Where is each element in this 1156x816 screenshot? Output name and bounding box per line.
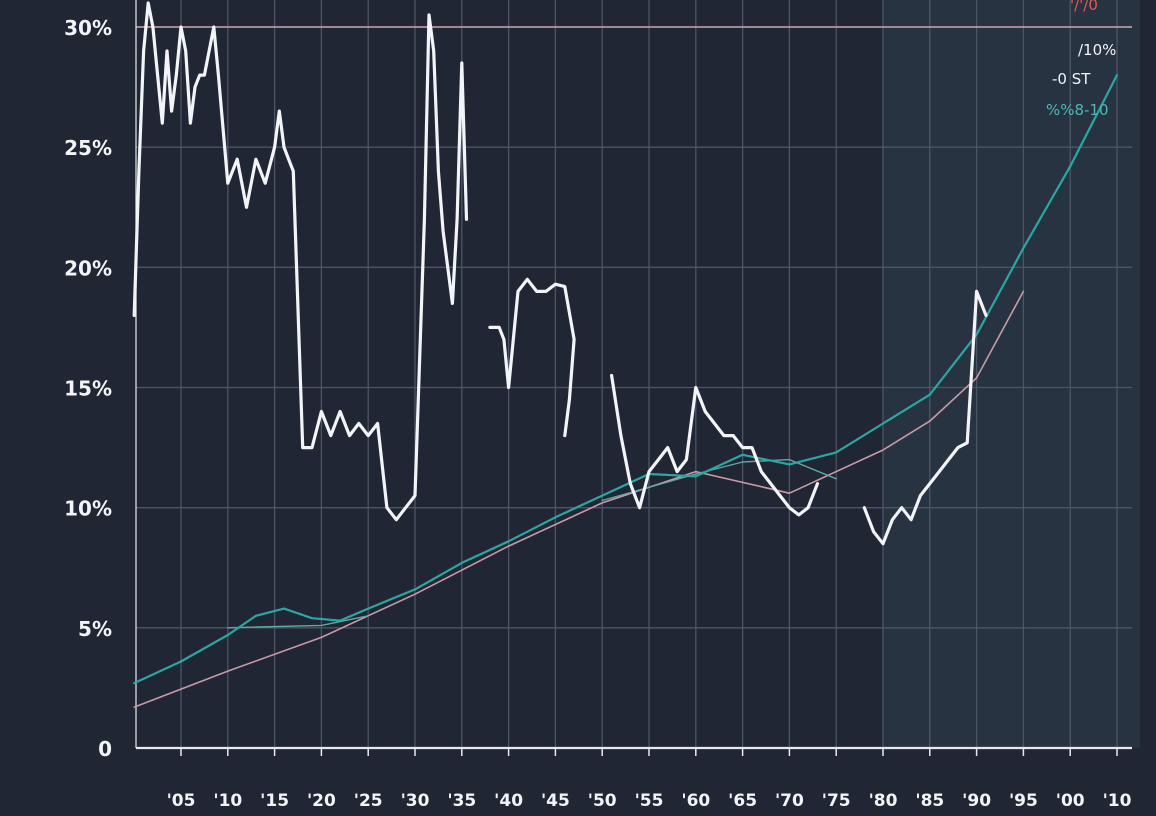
annotation-1: '/'/0	[1070, 0, 1098, 14]
x-tick-label: '85	[915, 791, 944, 811]
annotation-4: %%8-10	[1046, 101, 1109, 119]
x-tick-label: '35	[447, 791, 476, 811]
y-tick-label: 5%	[78, 617, 112, 641]
annotation-2: /10%	[1078, 41, 1116, 59]
x-tick-label: '65	[728, 791, 757, 811]
x-tick-label: '30	[401, 791, 430, 811]
x-tick-label: '55	[635, 791, 664, 811]
y-tick-label: 0	[98, 737, 112, 761]
series-line-3	[227, 615, 369, 629]
x-tick-label: '10	[1103, 791, 1132, 811]
series-line-1	[133, 74, 1119, 685]
x-tick-label: '75	[822, 791, 851, 811]
x-tick-label: '60	[681, 791, 710, 811]
y-tick-label: 30%	[64, 16, 112, 40]
y-tick-label: 25%	[64, 136, 112, 160]
series-line-3	[601, 458, 837, 502]
x-tick-label: '10	[213, 791, 242, 811]
x-tick-label: '05	[167, 791, 196, 811]
x-tick-label: '20	[307, 791, 336, 811]
x-tick-label: '00	[1056, 791, 1085, 811]
x-tick-label: '95	[1009, 791, 1038, 811]
x-tick-label: '45	[541, 791, 570, 811]
shaded-region	[883, 0, 1140, 748]
y-tick-label: 20%	[64, 256, 112, 280]
x-tick-label: '90	[962, 791, 991, 811]
series-line-0	[488, 277, 576, 438]
x-tick-label: '15	[260, 791, 289, 811]
series-line-0	[610, 373, 820, 517]
x-tick-label: '80	[869, 791, 898, 811]
x-tick-label: '25	[354, 791, 383, 811]
annotation-3: -0 ST	[1052, 70, 1091, 88]
y-tick-label: 15%	[64, 377, 112, 401]
x-tick-label: '50	[588, 791, 617, 811]
series-line-0	[132, 1, 469, 522]
x-tick-label: '70	[775, 791, 804, 811]
x-tick-label: '40	[494, 791, 523, 811]
y-tick-label: 10%	[64, 497, 112, 521]
series-line-0	[862, 289, 988, 546]
